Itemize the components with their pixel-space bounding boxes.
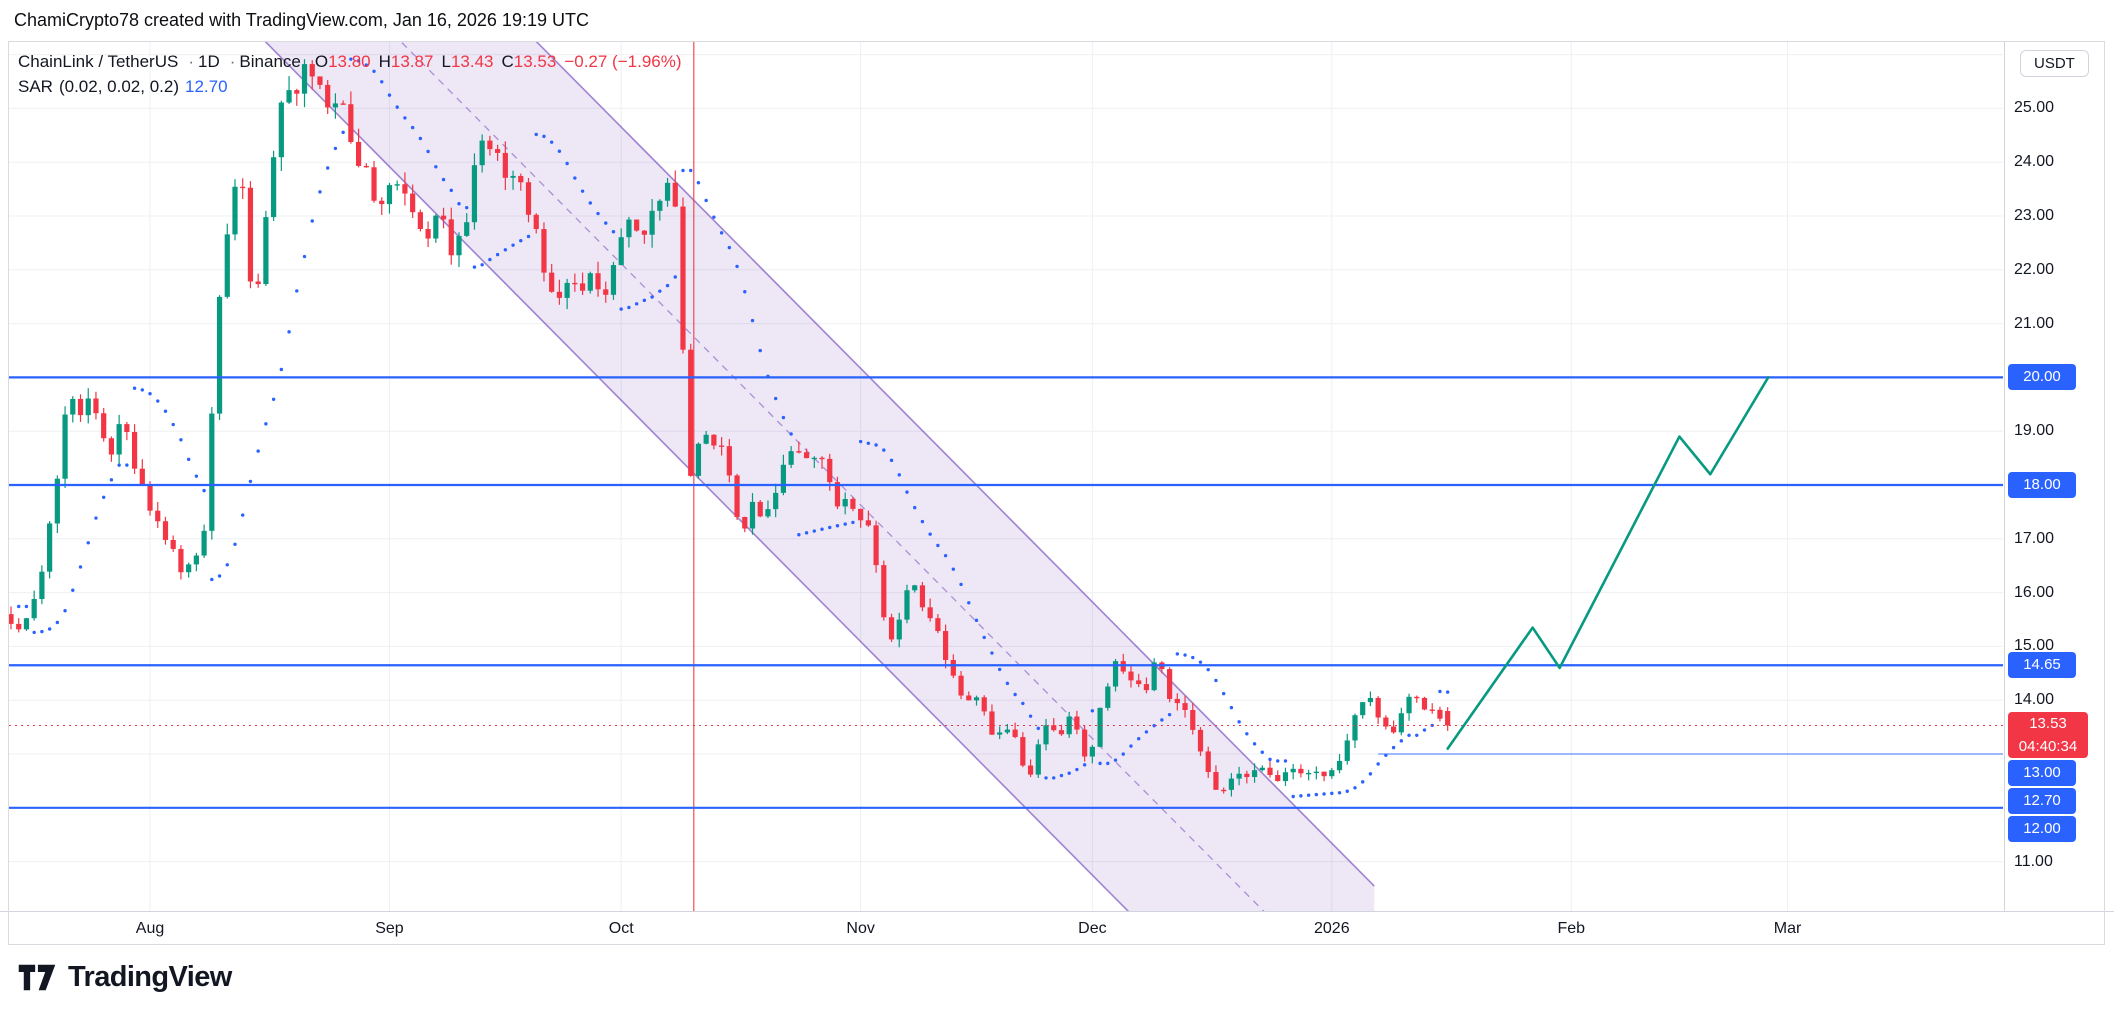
time-tick-sep: Sep [375, 920, 404, 937]
price-tick: 21.00 [2014, 314, 2055, 332]
time-tick-2026: 2026 [1314, 920, 1350, 937]
ohlc-open: O13.80 [314, 52, 371, 71]
exchange-label: Binance [239, 52, 301, 71]
price-tick: 11.00 [2014, 852, 2053, 870]
legend-indicator-row: SAR (0.02, 0.02, 0.2) 12.70 [18, 74, 682, 99]
sar-indicator-dots [17, 57, 1450, 799]
candlestick-series [8, 59, 1451, 797]
tradingview-logomark [18, 964, 56, 991]
grid-layer [9, 41, 2003, 911]
indicator-name[interactable]: SAR [18, 77, 53, 96]
time-tick-oct: Oct [608, 920, 634, 937]
price-tick: 25.00 [2014, 99, 2055, 117]
attribution-bar: ChamiCrypto78 created with TradingView.c… [14, 10, 589, 30]
price-tick: 22.00 [2014, 260, 2055, 278]
separator-dot: · [229, 52, 236, 71]
price-line-label: 14.65 [2008, 652, 2076, 679]
currency-toggle-button[interactable]: USDT [2020, 50, 2089, 77]
parallel-channel-drawing[interactable] [0, 41, 1375, 911]
time-tick-feb: Feb [1557, 920, 1586, 937]
chart-legend: ChainLink / TetherUS · 1D · Binance O13.… [18, 49, 682, 99]
price-line-label: 13.00 [2008, 760, 2076, 787]
indicator-value: 12.70 [185, 77, 228, 96]
legend-symbol-row: ChainLink / TetherUS · 1D · Binance O13.… [18, 49, 682, 74]
symbol-title[interactable]: ChainLink / TetherUS [18, 52, 179, 71]
interval-label[interactable]: 1D [198, 52, 220, 71]
ohlc-high: H13.87 [378, 52, 434, 71]
price-tick: 23.00 [2014, 207, 2055, 224]
change-label: −0.27 (−1.96%) [564, 52, 682, 71]
price-tick: 19.00 [2014, 422, 2055, 440]
time-axis[interactable]: Aug Sep Oct Nov Dec 2026 Feb Mar [0, 911, 2114, 947]
price-tick: 14.00 [2014, 691, 2055, 709]
projection-trend-line[interactable] [1446, 376, 1770, 750]
price-axis[interactable]: USDT 25.00 24.00 23.00 22.00 21.00 19.00 17.00… [2004, 41, 2114, 911]
time-tick-dec: Dec [1078, 920, 1107, 937]
time-tick-mar: Mar [1773, 920, 1802, 937]
tradingview-logo-text: TradingView [68, 961, 232, 993]
price-line-label: 20.00 [2008, 364, 2076, 391]
price-chart-canvas[interactable] [0, 41, 2003, 911]
ohlc-close: C13.53 [501, 52, 557, 71]
horizontal-line-drawings[interactable] [9, 376, 2003, 809]
last-price-label: 13.53 04:40:34 [2008, 712, 2088, 759]
price-line-label: 12.70 [2008, 788, 2076, 815]
price-line-label: 18.00 [2008, 472, 2076, 498]
tradingview-logo[interactable]: TradingView [16, 961, 232, 994]
separator-dot: · [188, 52, 195, 71]
ohlc-low: L13.43 [441, 52, 494, 71]
price-tick: 15.00 [2014, 637, 2055, 655]
price-tick: 24.00 [2014, 153, 2055, 171]
price-line-label: 12.00 [2008, 816, 2076, 843]
price-tick: 17.00 [2014, 529, 2055, 547]
time-tick-aug: Aug [135, 920, 165, 937]
time-tick-nov: Nov [846, 920, 875, 937]
indicator-params: (0.02, 0.02, 0.2) [58, 77, 179, 96]
price-tick: 16.00 [2014, 583, 2055, 601]
